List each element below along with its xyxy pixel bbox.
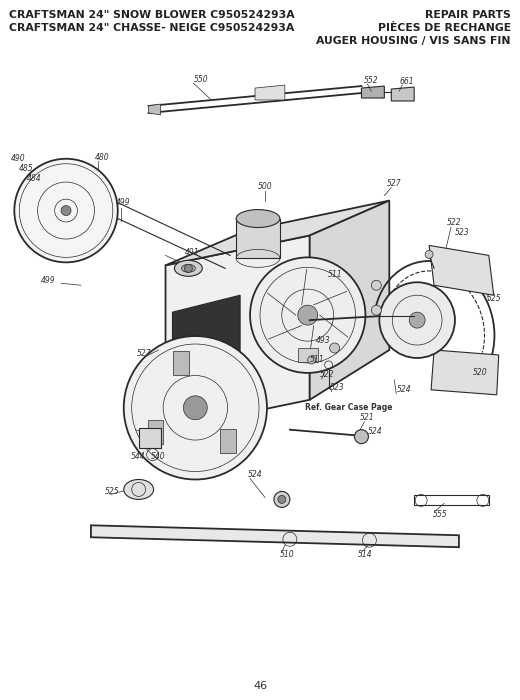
Text: 490: 490 [11, 154, 26, 163]
Text: 524: 524 [368, 427, 382, 436]
Text: 550: 550 [193, 75, 208, 83]
Polygon shape [173, 295, 240, 400]
Text: 485: 485 [19, 164, 34, 173]
Polygon shape [431, 350, 499, 395]
Text: 491: 491 [185, 248, 199, 257]
Circle shape [278, 496, 286, 503]
Text: 511: 511 [328, 270, 342, 279]
Ellipse shape [236, 209, 280, 228]
Circle shape [409, 312, 425, 328]
Polygon shape [255, 85, 285, 100]
Text: 480: 480 [95, 153, 110, 162]
Text: 524: 524 [248, 470, 263, 479]
Text: CRAFTSMAN 24" CHASSE- NEIGE C950524293A: CRAFTSMAN 24" CHASSE- NEIGE C950524293A [9, 23, 295, 34]
Text: 661: 661 [399, 76, 414, 85]
Text: 522: 522 [320, 370, 334, 379]
Text: 523: 523 [330, 384, 344, 392]
Text: 514: 514 [357, 550, 372, 559]
Circle shape [371, 280, 381, 290]
Text: 527: 527 [387, 179, 402, 188]
Text: 520: 520 [473, 368, 487, 377]
Text: 484: 484 [27, 174, 42, 183]
Circle shape [308, 356, 316, 364]
Circle shape [355, 430, 368, 444]
Polygon shape [391, 87, 414, 101]
Text: 524: 524 [397, 385, 412, 394]
Text: 555: 555 [433, 510, 448, 519]
Text: 527: 527 [137, 349, 151, 358]
Polygon shape [236, 218, 280, 258]
Ellipse shape [174, 260, 202, 276]
Text: 521: 521 [359, 413, 374, 422]
Circle shape [184, 395, 207, 420]
Polygon shape [220, 429, 236, 453]
Text: 510: 510 [280, 550, 294, 559]
Circle shape [185, 265, 192, 272]
Polygon shape [173, 351, 189, 375]
Polygon shape [310, 201, 389, 400]
Polygon shape [148, 420, 163, 444]
Text: 525: 525 [487, 294, 501, 302]
Circle shape [61, 206, 71, 216]
Circle shape [298, 305, 318, 325]
Circle shape [124, 336, 267, 480]
Text: CRAFTSMAN 24" SNOW BLOWER C950524293A: CRAFTSMAN 24" SNOW BLOWER C950524293A [9, 10, 295, 20]
Text: 523: 523 [455, 228, 470, 237]
Polygon shape [91, 525, 459, 547]
Circle shape [371, 305, 381, 315]
Ellipse shape [181, 265, 196, 272]
Text: 552: 552 [363, 76, 378, 85]
Text: 544: 544 [131, 452, 145, 461]
Polygon shape [165, 235, 310, 430]
Text: 493: 493 [316, 335, 330, 344]
Circle shape [274, 491, 290, 508]
Polygon shape [429, 246, 494, 295]
Text: 525: 525 [105, 487, 120, 496]
Text: 499: 499 [116, 198, 131, 207]
Text: PIÈCES DE RECHANGE: PIÈCES DE RECHANGE [378, 23, 511, 34]
Polygon shape [149, 104, 161, 115]
Circle shape [380, 282, 455, 358]
Text: REPAIR PARTS: REPAIR PARTS [425, 10, 511, 20]
Polygon shape [139, 428, 161, 447]
Circle shape [250, 258, 366, 373]
Text: AUGER HOUSING / VIS SANS FIN: AUGER HOUSING / VIS SANS FIN [316, 36, 511, 46]
Text: 46: 46 [253, 680, 267, 691]
Circle shape [425, 251, 433, 258]
Circle shape [330, 343, 340, 353]
Polygon shape [361, 86, 384, 98]
Ellipse shape [124, 480, 153, 499]
Polygon shape [298, 348, 318, 362]
Text: Ref. Gear Case Page: Ref. Gear Case Page [305, 403, 392, 412]
Text: 522: 522 [447, 218, 462, 227]
Text: 540: 540 [151, 452, 165, 461]
Text: 511: 511 [310, 356, 324, 365]
Text: 500: 500 [258, 182, 272, 191]
Polygon shape [165, 201, 389, 265]
Circle shape [15, 159, 118, 262]
Text: 499: 499 [41, 276, 56, 285]
